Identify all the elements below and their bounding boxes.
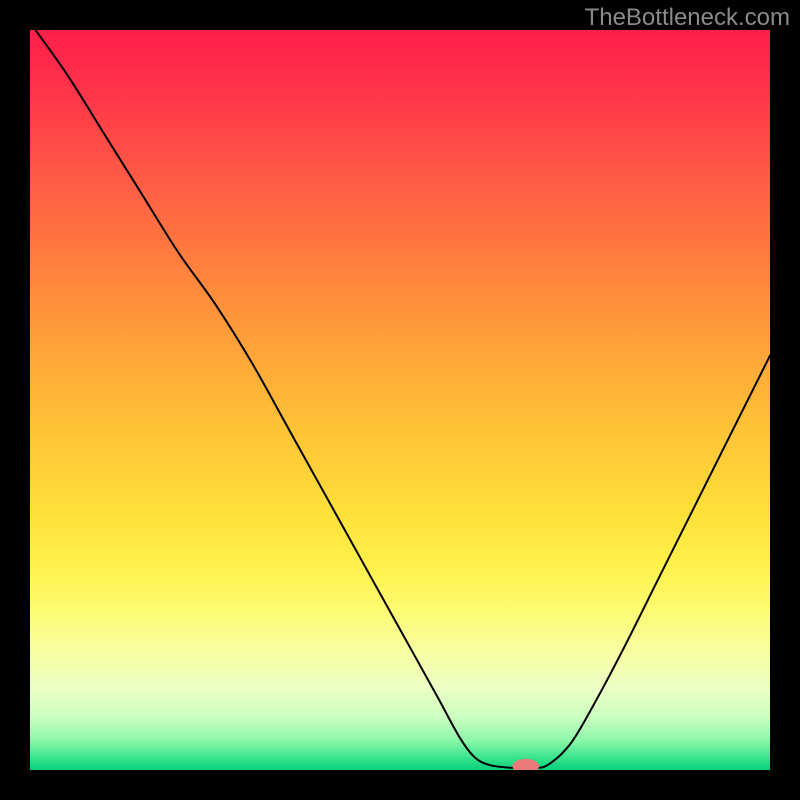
bottleneck-chart	[0, 0, 800, 800]
chart-root: TheBottleneck.com	[0, 0, 800, 800]
watermark-text: TheBottleneck.com	[585, 4, 790, 32]
gradient-background	[30, 30, 770, 770]
